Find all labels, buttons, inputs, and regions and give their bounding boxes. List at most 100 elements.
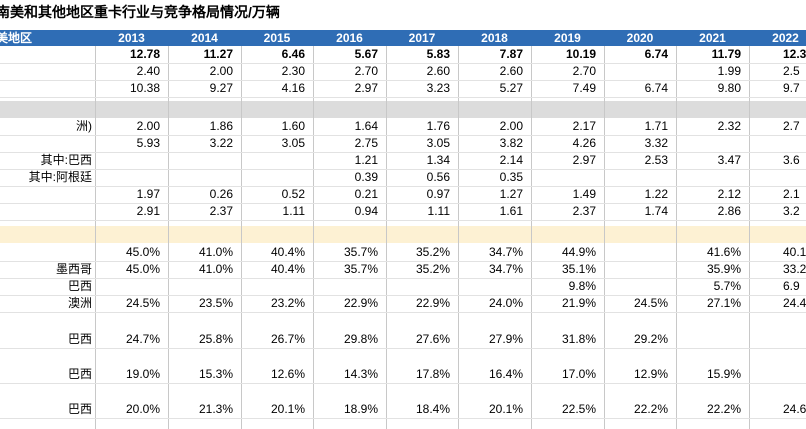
table-cell: 24.0% — [488, 296, 523, 310]
section-band — [0, 226, 806, 243]
table-cell: 22.2% — [633, 402, 668, 416]
table-cell: 41.0% — [198, 262, 233, 276]
table-cell: 1.27 — [499, 187, 523, 201]
header-year: 2014 — [191, 31, 218, 45]
title: 南美和其他地区重卡行业与竞争格局情况/万辆 — [0, 4, 280, 20]
table-cell: 29.8% — [343, 332, 378, 346]
table-cell: 3.82 — [499, 136, 523, 150]
table-cell: 2.32 — [717, 119, 741, 133]
header-row — [0, 30, 806, 46]
table-cell: 2.00 — [209, 64, 233, 78]
row-label: 洲) — [76, 119, 92, 133]
column-line — [749, 46, 750, 429]
row-line — [0, 203, 806, 204]
table-cell: 7.49 — [572, 81, 596, 95]
table-cell: 14.3% — [343, 367, 378, 381]
table-cell: 2.00 — [136, 119, 160, 133]
table-cell: 5.93 — [136, 136, 160, 150]
table-cell: 6.9 — [783, 279, 800, 293]
row-line — [0, 295, 806, 296]
column-line — [676, 46, 677, 429]
table-cell: 18.4% — [415, 402, 450, 416]
table-cell: 1.11 — [282, 204, 305, 218]
row-label: 巴西 — [67, 279, 92, 293]
table-cell: 9.7 — [783, 81, 800, 95]
table-cell: 4.26 — [572, 136, 596, 150]
table-cell: 2.30 — [281, 64, 305, 78]
table-cell: 45.0% — [125, 262, 160, 276]
column-line — [458, 46, 459, 429]
table-cell: 2.97 — [572, 153, 596, 167]
header-label: 美地区 — [0, 31, 33, 45]
table-cell: 20.1% — [488, 402, 523, 416]
table-cell: 0.94 — [354, 204, 378, 218]
table-cell: 2.37 — [209, 204, 233, 218]
table-cell: 20.1% — [270, 402, 305, 416]
column-line — [95, 46, 96, 429]
table-cell: 7.87 — [499, 47, 523, 61]
table-cell — [95, 169, 160, 186]
section-band — [0, 101, 806, 118]
table-cell: 6.74 — [644, 47, 668, 61]
table-cell — [168, 152, 233, 169]
table-cell: 1.11 — [427, 204, 450, 218]
table-cell: 0.35 — [499, 170, 523, 184]
table-cell: 6.46 — [281, 47, 305, 61]
table-cell: 35.2% — [415, 245, 450, 259]
table-cell — [241, 169, 305, 186]
table-cell — [604, 63, 668, 80]
table-cell: 2.70 — [572, 64, 596, 78]
table-cell: 19.0% — [125, 367, 160, 381]
table-cell: 24.6 — [783, 402, 806, 416]
table-cell: 5.67 — [354, 47, 378, 61]
table-cell: 10.38 — [129, 81, 160, 95]
table-cell: 5.7% — [713, 279, 741, 293]
table-cell: 5.27 — [499, 81, 523, 95]
row-label: 其中:阿根廷 — [28, 170, 92, 184]
table-cell: 2.17 — [572, 119, 596, 133]
table-cell: 35.2% — [415, 262, 450, 276]
table-cell: 41.6% — [706, 245, 741, 259]
row-line — [0, 220, 806, 221]
table-cell: 27.9% — [488, 332, 523, 346]
table-cell: 1.49 — [572, 187, 596, 201]
table-cell: 9.80 — [717, 81, 741, 95]
header-year: 2018 — [481, 31, 508, 45]
row-line — [0, 97, 806, 98]
row-label — [0, 80, 92, 97]
row-line — [0, 261, 806, 262]
table-cell: 2.12 — [717, 187, 741, 201]
table-cell: 3.23 — [426, 81, 450, 95]
table-cell: 9.8% — [568, 279, 596, 293]
table-cell: 22.5% — [561, 402, 596, 416]
row-line — [0, 186, 806, 187]
header-year: 2021 — [699, 31, 726, 45]
table-cell: 29.2% — [633, 332, 668, 346]
table-cell: 1.71 — [644, 119, 668, 133]
table-cell: 12.78 — [129, 47, 160, 61]
header-year: 2017 — [408, 31, 436, 45]
row-label: 巴西 — [67, 402, 92, 416]
table-cell: 1.74 — [644, 204, 668, 218]
table-cell: 4.16 — [281, 81, 305, 95]
table-cell: 2.53 — [644, 153, 668, 167]
table-cell — [168, 169, 233, 186]
table-cell: 24.5% — [125, 296, 160, 310]
table-cell: 10.19 — [565, 47, 596, 61]
header-year: 2019 — [554, 31, 581, 45]
table-cell — [386, 278, 450, 295]
row-line — [0, 152, 806, 153]
table-cell: 2.97 — [354, 81, 378, 95]
table-cell: 1.60 — [281, 119, 305, 133]
row-line — [0, 135, 806, 136]
table-cell: 35.7% — [343, 262, 378, 276]
table-cell: 34.7% — [488, 245, 523, 259]
header-year: 2013 — [118, 31, 145, 45]
table-cell: 2.86 — [717, 204, 741, 218]
table-cell: 3.2 — [783, 204, 800, 218]
table-cell: 11.27 — [203, 47, 233, 61]
row-label: 巴西 — [67, 367, 92, 381]
table-cell: 18.9% — [343, 402, 378, 416]
table-cell — [676, 135, 741, 152]
table-cell: 1.76 — [426, 119, 450, 133]
